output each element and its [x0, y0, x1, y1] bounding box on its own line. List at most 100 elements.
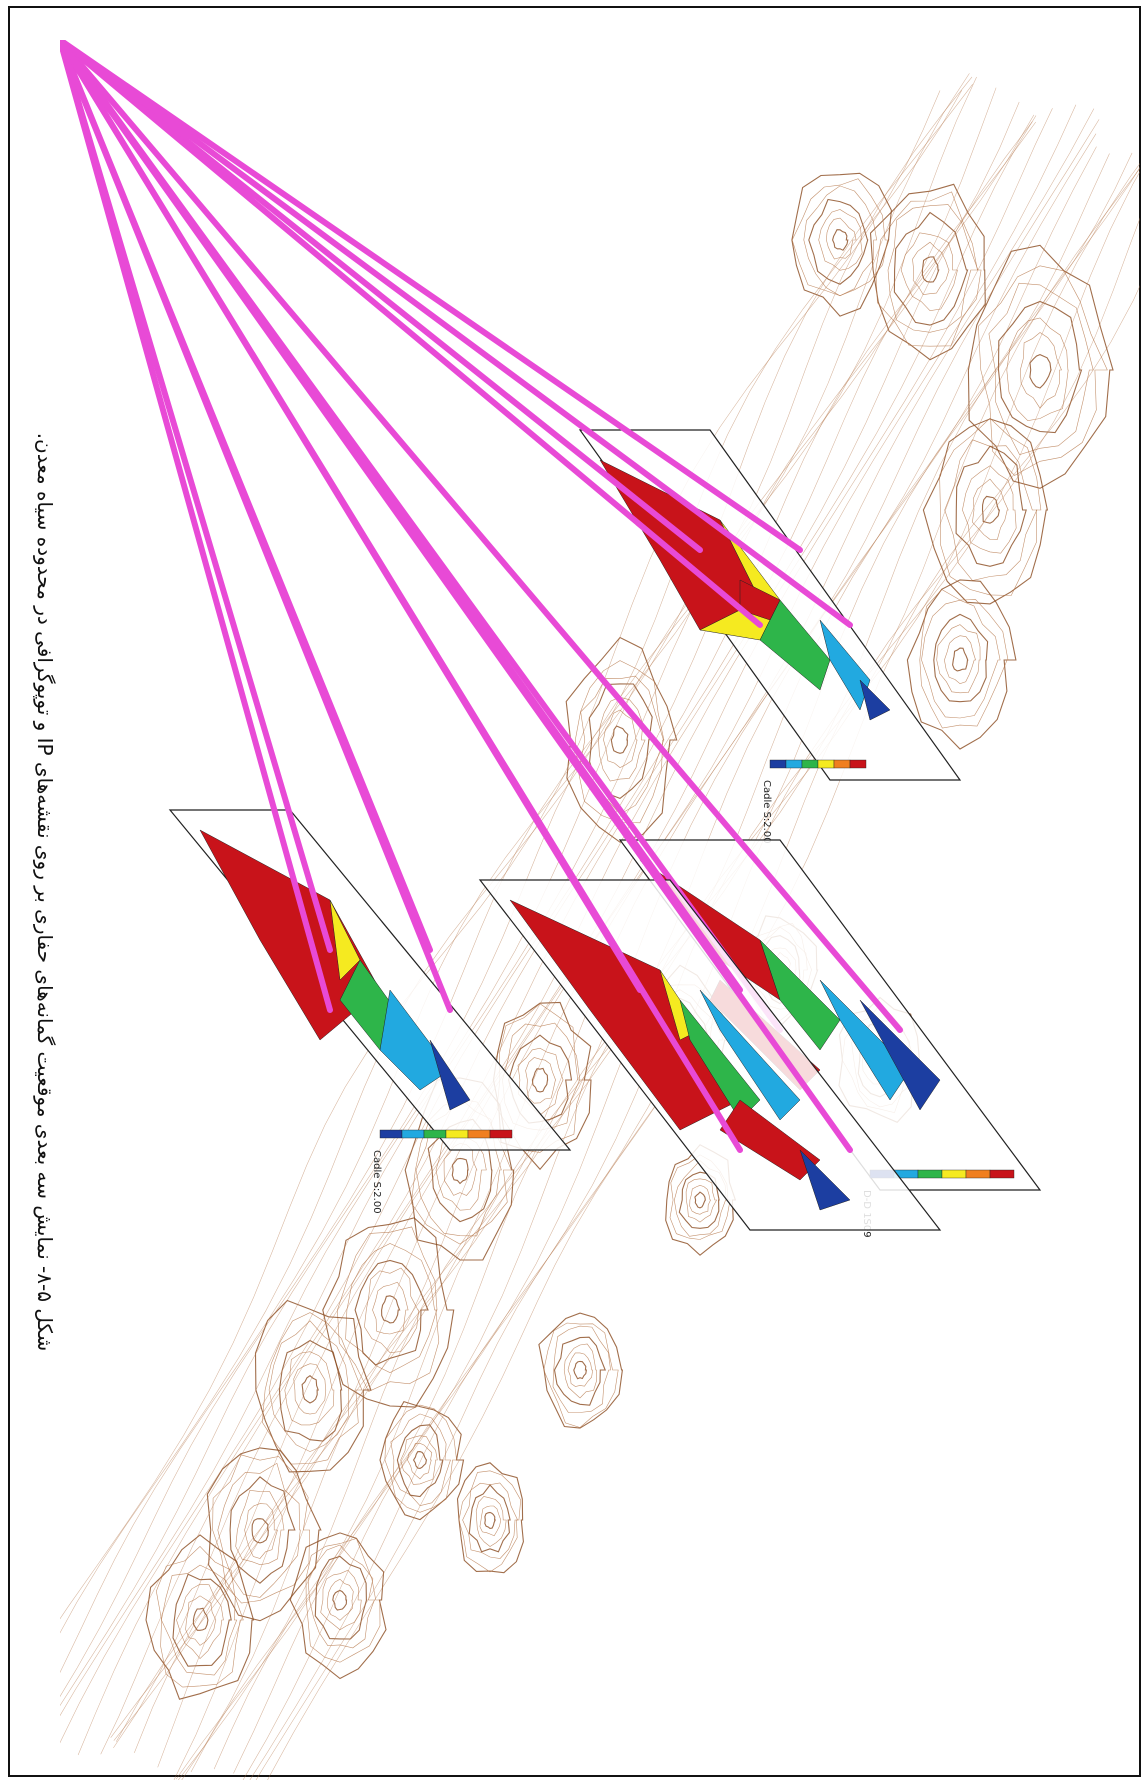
- contour-line: [832, 229, 849, 251]
- contour-line: [588, 683, 653, 800]
- contour-line: [565, 636, 678, 843]
- contour-line: [694, 1191, 706, 1209]
- contour-line: [372, 1281, 409, 1335]
- contour-line: [603, 709, 638, 768]
- borehole-line: [60, 40, 903, 1033]
- ip-anomaly-zone: [699, 989, 801, 1121]
- contour-line: [508, 1034, 573, 1124]
- contour-line: [244, 1503, 278, 1559]
- contour-line: [939, 417, 1042, 596]
- contour-line: [826, 217, 857, 260]
- contour-line: [808, 198, 869, 285]
- contour-line: [301, 1375, 319, 1404]
- contour-line: [803, 185, 878, 297]
- borehole-label: SHG-3: [60, 40, 95, 43]
- contour-line: [552, 1325, 611, 1413]
- contour-line: [412, 1451, 428, 1469]
- contour-line: [468, 1484, 511, 1553]
- contour-line: [212, 1454, 310, 1604]
- borehole-line: [60, 40, 853, 628]
- contour-line: [921, 256, 940, 283]
- contour-line: [921, 599, 1001, 719]
- color-scale-swatch: [849, 759, 867, 769]
- contour-line: [268, 1320, 350, 1452]
- borehole-line: [60, 40, 743, 1153]
- contour-line: [933, 613, 989, 703]
- color-scale-swatch: [833, 759, 851, 769]
- contour-line: [818, 209, 863, 271]
- color-scale-swatch: [785, 759, 803, 769]
- color-scale-swatch: [379, 1129, 403, 1139]
- contour-line: [479, 1505, 502, 1537]
- contour-line: [475, 1496, 507, 1547]
- contour-line: [381, 1295, 401, 1324]
- contour-line: [900, 232, 958, 312]
- contour-line: [955, 445, 1027, 567]
- color-scale-swatch: [941, 1169, 967, 1179]
- contour-line: [579, 675, 665, 815]
- borehole-line: [60, 40, 453, 1013]
- contour-line: [685, 1178, 718, 1223]
- borehole-label: SHG-2: [60, 40, 95, 43]
- contour-line: [563, 1343, 598, 1399]
- ip-anomaly-zone: [429, 1039, 471, 1111]
- contour-line: [944, 439, 1038, 581]
- ip-anomaly-zone: [859, 679, 891, 721]
- color-scale-swatch: [917, 1169, 943, 1179]
- contour-line: [1019, 332, 1062, 409]
- contour-line: [261, 1312, 363, 1465]
- ip-anomaly-zone: [509, 899, 741, 1131]
- ip-anomaly-zone: [739, 579, 781, 621]
- contour-line: [997, 300, 1083, 434]
- contour-line: [379, 1400, 465, 1521]
- contour-line: [332, 1589, 348, 1611]
- contour-line: [981, 495, 1001, 524]
- section-label: Cadle S:2.00: [371, 1150, 382, 1214]
- contour-line: [322, 1217, 455, 1408]
- color-scale-swatch: [989, 1169, 1015, 1179]
- contour-line: [952, 647, 969, 672]
- contour-line: [972, 478, 1009, 540]
- contour-line: [229, 1476, 296, 1584]
- contour-line: [456, 1462, 524, 1574]
- ip-anomaly-zone: [759, 599, 831, 691]
- borehole-line: [60, 40, 853, 1153]
- contour-line: [305, 1538, 381, 1663]
- ip-anomaly-zone: [199, 829, 381, 1041]
- contour-line: [206, 1447, 322, 1622]
- contour-line: [1029, 354, 1052, 389]
- contour-line: [967, 244, 1114, 489]
- contour-line: [458, 1470, 522, 1573]
- contour-line: [553, 1336, 607, 1406]
- contour-line: [443, 1143, 478, 1196]
- contour-line: [944, 635, 977, 685]
- contour-line: [337, 1226, 440, 1392]
- contour-line: [278, 1339, 343, 1442]
- borehole-label: SHG-6: [60, 40, 95, 43]
- contour-line: [60, 90, 963, 1634]
- borehole-label: SHG-5: [60, 40, 95, 43]
- contour-line: [912, 241, 950, 296]
- contour-line: [284, 1351, 335, 1426]
- ip-anomaly-zone: [799, 1149, 851, 1211]
- contour-line: [484, 1511, 497, 1529]
- contour-line: [320, 1569, 362, 1631]
- ip-anomaly-zone: [759, 939, 841, 1051]
- ip-anomaly-zone: [819, 979, 911, 1101]
- contour-line: [176, 1583, 224, 1660]
- color-scale-swatch: [817, 759, 835, 769]
- contour-line: [400, 1435, 438, 1485]
- contour-line: [791, 172, 892, 317]
- contour-line: [543, 1322, 619, 1428]
- ip-section-right: SHG-7D-D 1S09: [60, 40, 1042, 1238]
- color-scale-swatch: [769, 759, 787, 769]
- contour-line: [574, 660, 665, 824]
- contour-line: [307, 1544, 375, 1649]
- contour-line: [314, 1555, 368, 1640]
- borehole-label: SHG-1: [60, 40, 95, 43]
- ip-anomaly-zone: [819, 619, 871, 711]
- color-scale-swatch: [489, 1129, 513, 1139]
- color-scale-swatch: [467, 1129, 491, 1139]
- contour-line: [293, 1363, 327, 1415]
